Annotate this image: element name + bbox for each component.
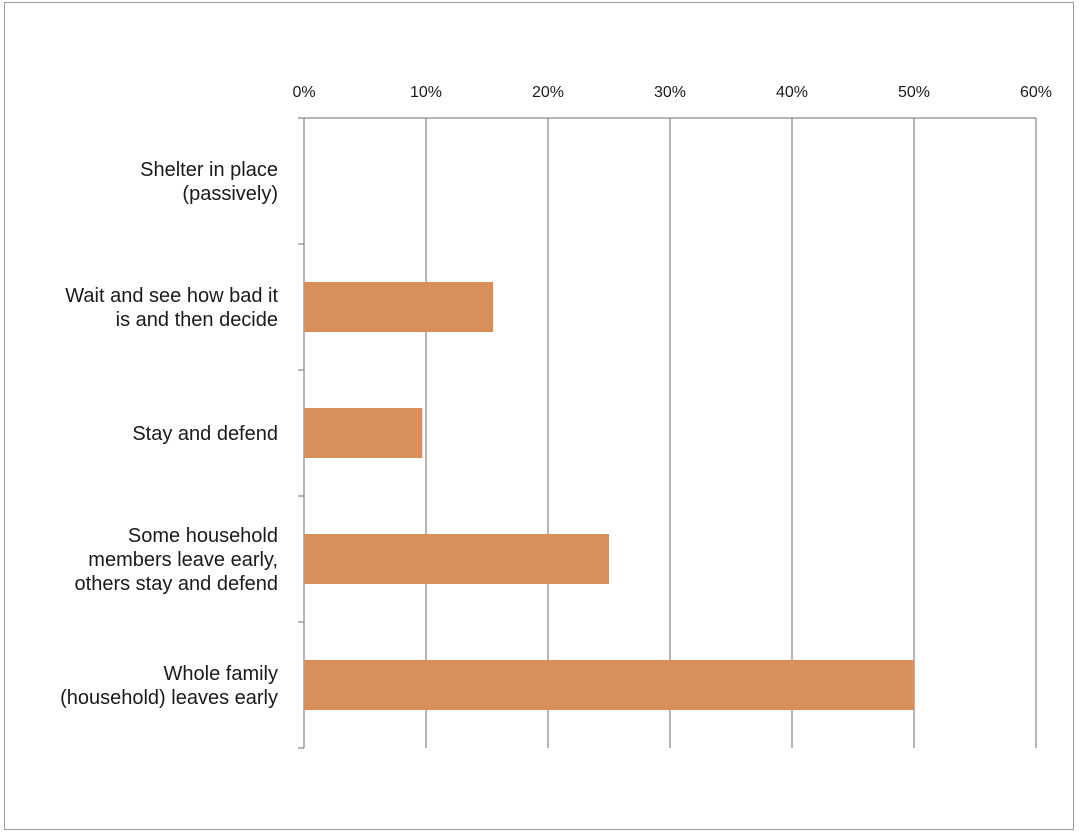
category-label-line: Shelter in place [140,159,278,181]
x-tick-label-1: 10% [410,84,442,101]
category-label-2: Stay and defend [132,423,278,445]
category-label-line: (passively) [182,183,278,205]
category-label-line: members leave early, [88,549,278,571]
x-tick-label-2: 20% [532,84,564,101]
x-tick-label-5: 50% [898,84,930,101]
category-label-0: Shelter in place (passively) [140,159,278,205]
bar-1 [304,282,494,332]
x-tick-label-3: 30% [654,84,686,101]
category-label-1: Wait and see how bad it is and then decid… [65,285,278,331]
category-label-4: Whole family (household) leaves early [60,663,278,709]
category-label-line: is and then decide [116,309,278,331]
category-label-line: Whole family [164,663,278,685]
category-label-line: (household) leaves early [60,687,278,709]
category-label-3: Some household members leave early, others… [75,525,278,595]
x-tick-label-0: 0% [292,84,315,101]
x-tick-label-4: 40% [776,84,808,101]
bar-3 [304,534,609,584]
bar-2 [304,408,423,458]
category-label-line: Wait and see how bad it [65,285,278,307]
category-label-line: Stay and defend [132,423,278,445]
x-tick-label-6: 60% [1020,84,1052,101]
bar-4 [304,660,914,710]
category-label-line: others stay and defend [75,573,278,595]
category-label-line: Some household [128,525,278,547]
